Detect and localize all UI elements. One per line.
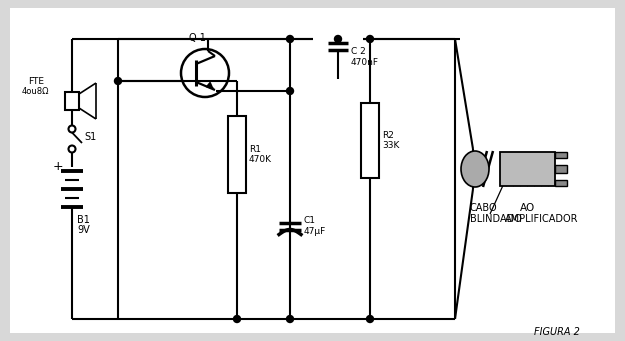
Text: CABO: CABO — [470, 203, 498, 213]
Bar — [313, 37, 363, 41]
Bar — [361, 103, 379, 178]
Text: S1: S1 — [84, 132, 96, 142]
Text: AMPLIFICADOR: AMPLIFICADOR — [505, 214, 579, 224]
Text: C1
47μF: C1 47μF — [304, 216, 326, 236]
Text: AO: AO — [520, 203, 535, 213]
Text: 9V: 9V — [77, 225, 90, 235]
Bar — [65, 92, 79, 110]
Circle shape — [334, 35, 341, 43]
Circle shape — [114, 77, 121, 85]
Text: R2
33K: R2 33K — [382, 131, 399, 150]
Bar — [555, 152, 567, 158]
Text: FTE: FTE — [28, 76, 44, 86]
Text: 4ou8Ω: 4ou8Ω — [22, 87, 49, 95]
Text: R1
470K: R1 470K — [249, 145, 272, 164]
Bar — [500, 152, 555, 186]
Bar — [555, 180, 567, 186]
Text: B1: B1 — [77, 215, 90, 225]
Bar — [555, 165, 567, 173]
Bar — [228, 116, 246, 193]
Text: BLINDADO: BLINDADO — [470, 214, 522, 224]
Circle shape — [234, 315, 241, 323]
Text: C 2
470nF: C 2 470nF — [351, 47, 379, 67]
Text: Q 1: Q 1 — [189, 33, 206, 43]
Circle shape — [366, 315, 374, 323]
Circle shape — [286, 88, 294, 94]
Ellipse shape — [461, 151, 489, 187]
Circle shape — [286, 35, 294, 43]
Circle shape — [366, 35, 374, 43]
Circle shape — [286, 315, 294, 323]
Text: +: + — [52, 161, 63, 174]
Text: FIGURA 2: FIGURA 2 — [534, 327, 580, 337]
